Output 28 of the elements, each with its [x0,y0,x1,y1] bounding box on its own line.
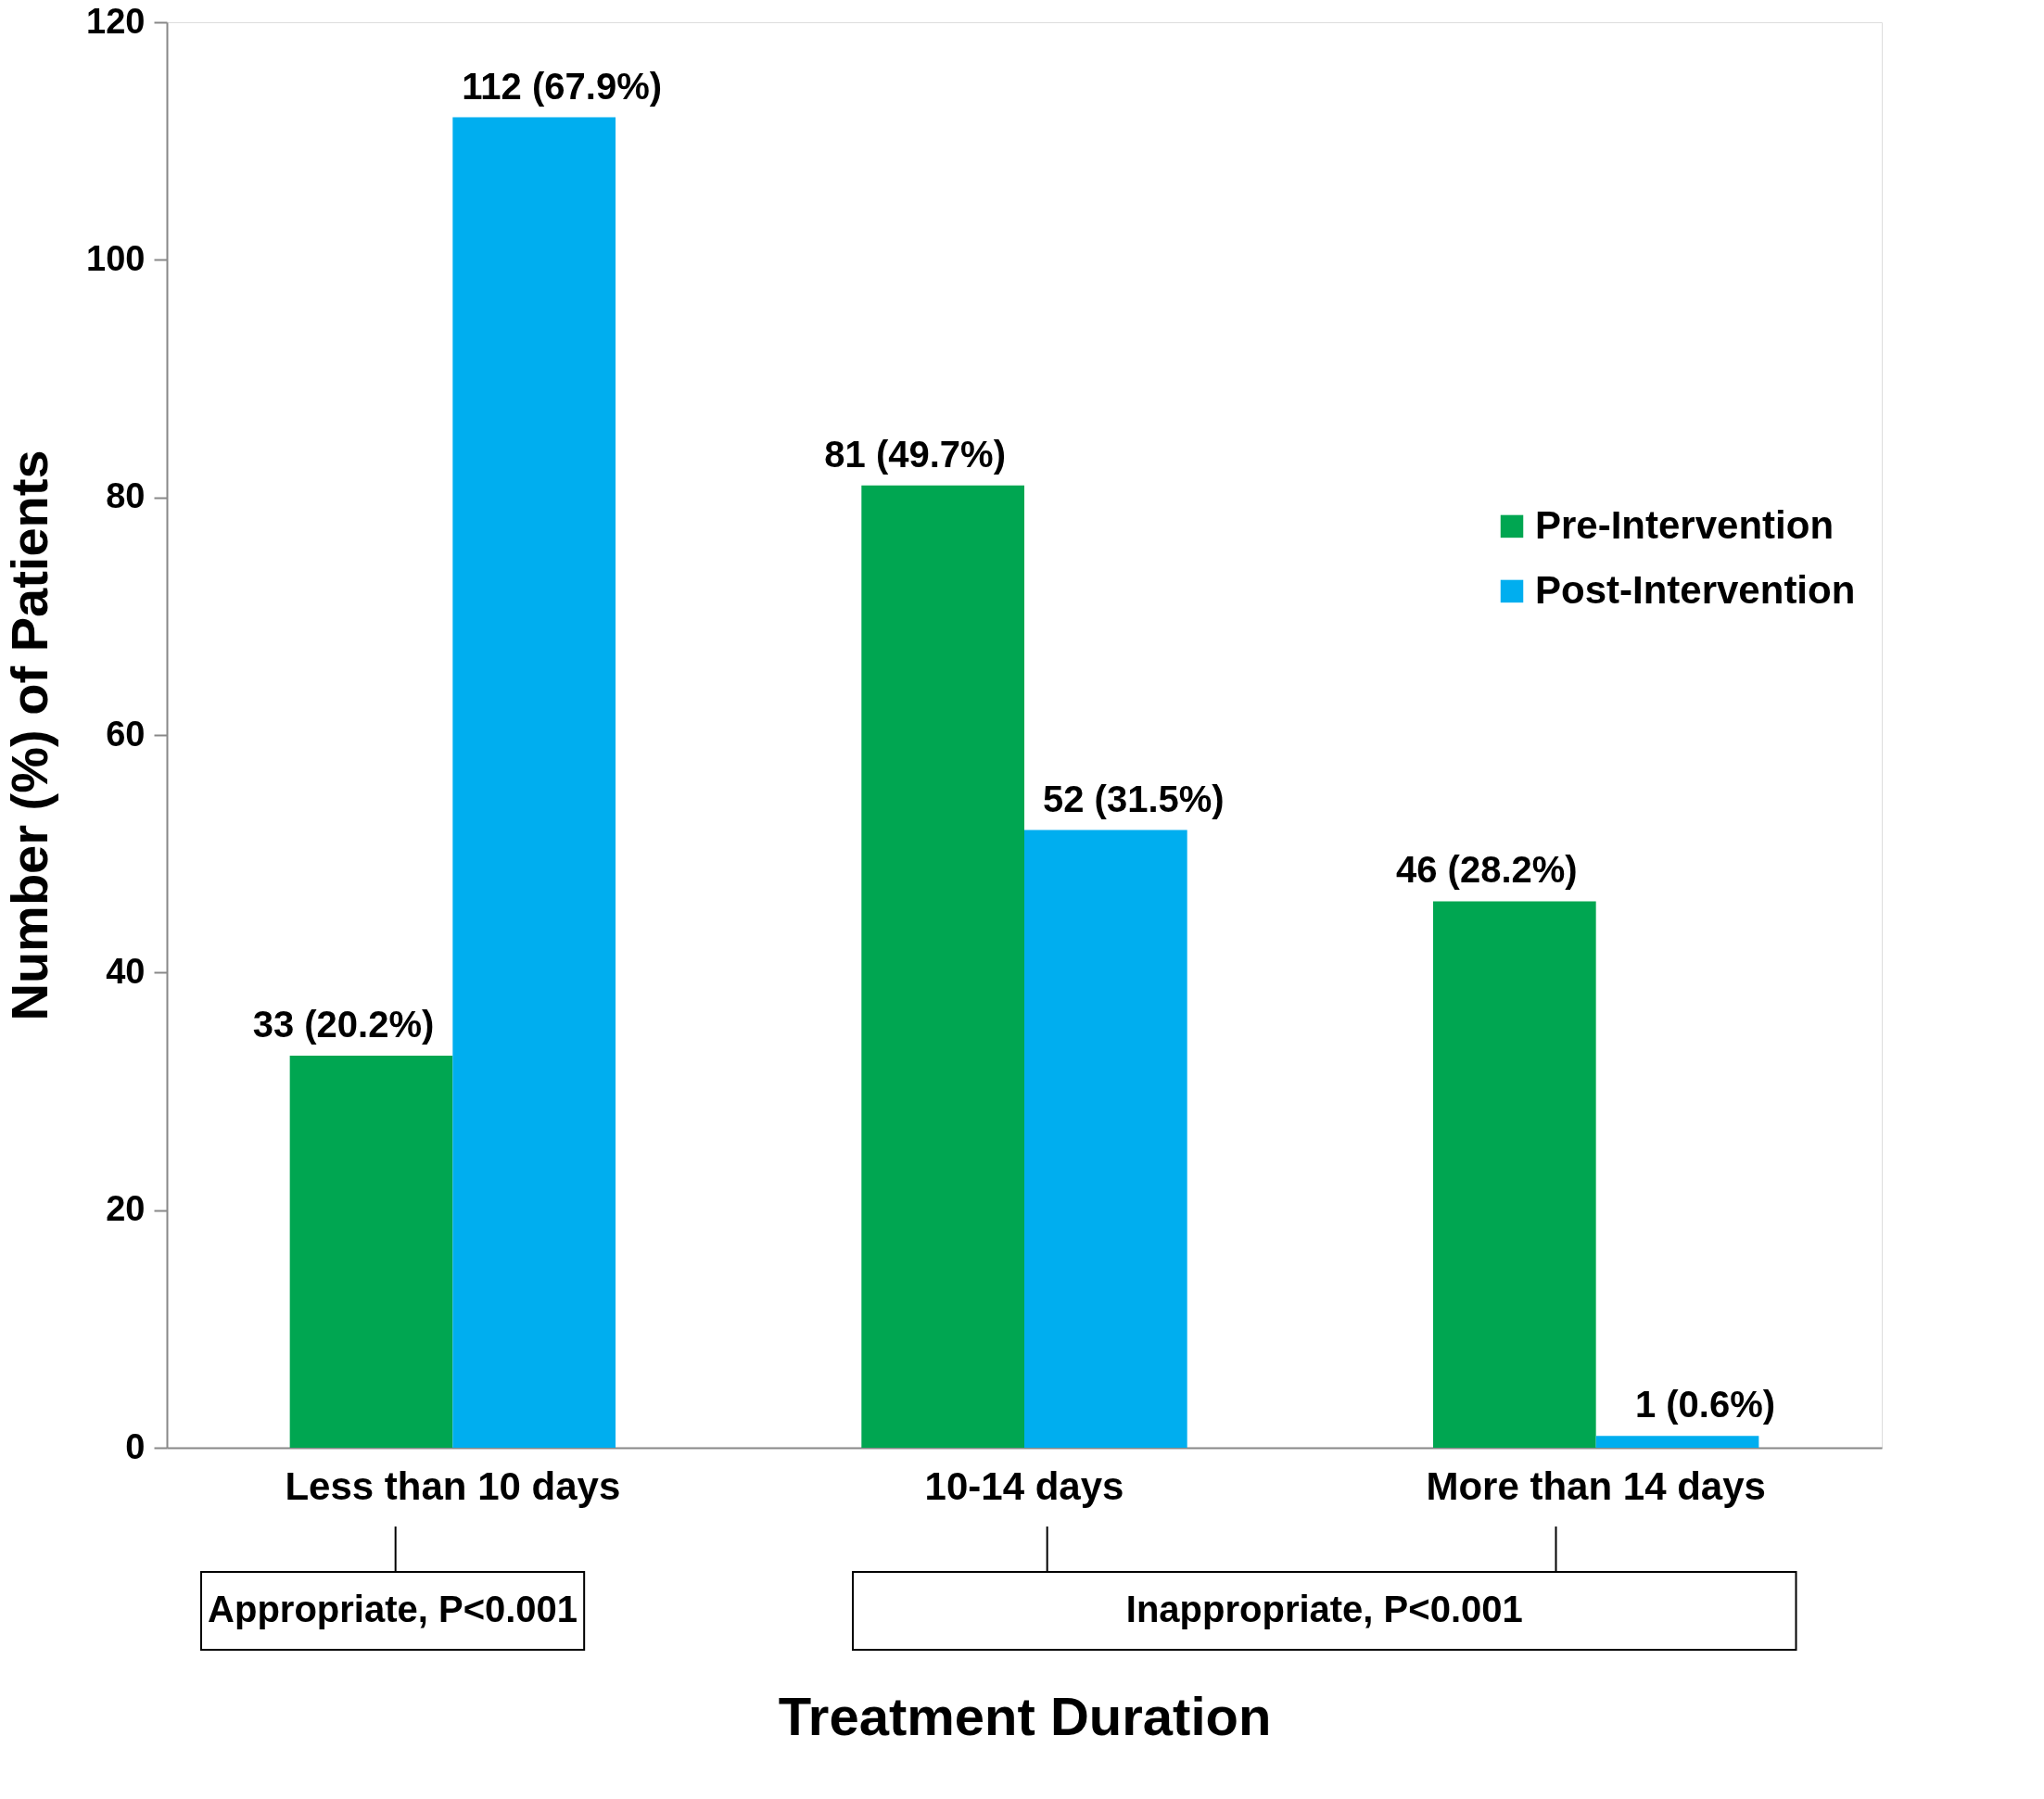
bar [289,1056,453,1448]
legend-label: Pre-Intervention [1535,502,1835,547]
data-label: 81 (49.7%) [824,433,1006,475]
legend-label: Post-Intervention [1535,567,1856,612]
x-tick-label: 10-14 days [924,1463,1124,1508]
data-label: 1 (0.6%) [1634,1384,1776,1425]
y-tick-label: 80 [106,476,146,516]
text: Inappropriate, P<0.001 [1125,1589,1523,1629]
y-tick-label: 100 [86,238,146,278]
bar [1432,901,1596,1448]
x-axis-title: Treatment Duration [778,1685,1272,1746]
data-label: 46 (28.2%) [1395,849,1578,891]
y-tick-label: 60 [106,714,146,754]
y-tick-label: 20 [106,1189,146,1229]
bar [1024,830,1187,1448]
data-label: 33 (20.2%) [252,1004,435,1045]
text: Appropriate, P<0.001 [208,1589,578,1629]
y-axis-title: Number (%) of Patients [0,450,59,1021]
y-tick-label: 0 [125,1426,146,1466]
bar [452,117,616,1448]
data-label: 112 (67.9%) [462,65,663,107]
bar [1595,1436,1759,1448]
y-tick-label: 40 [106,951,146,991]
data-label: 52 (31.5%) [1043,778,1225,819]
bar [861,485,1024,1448]
x-tick-label: Less than 10 days [285,1463,621,1508]
x-tick-label: More than 14 days [1426,1463,1766,1508]
y-tick-label: 120 [86,1,146,41]
